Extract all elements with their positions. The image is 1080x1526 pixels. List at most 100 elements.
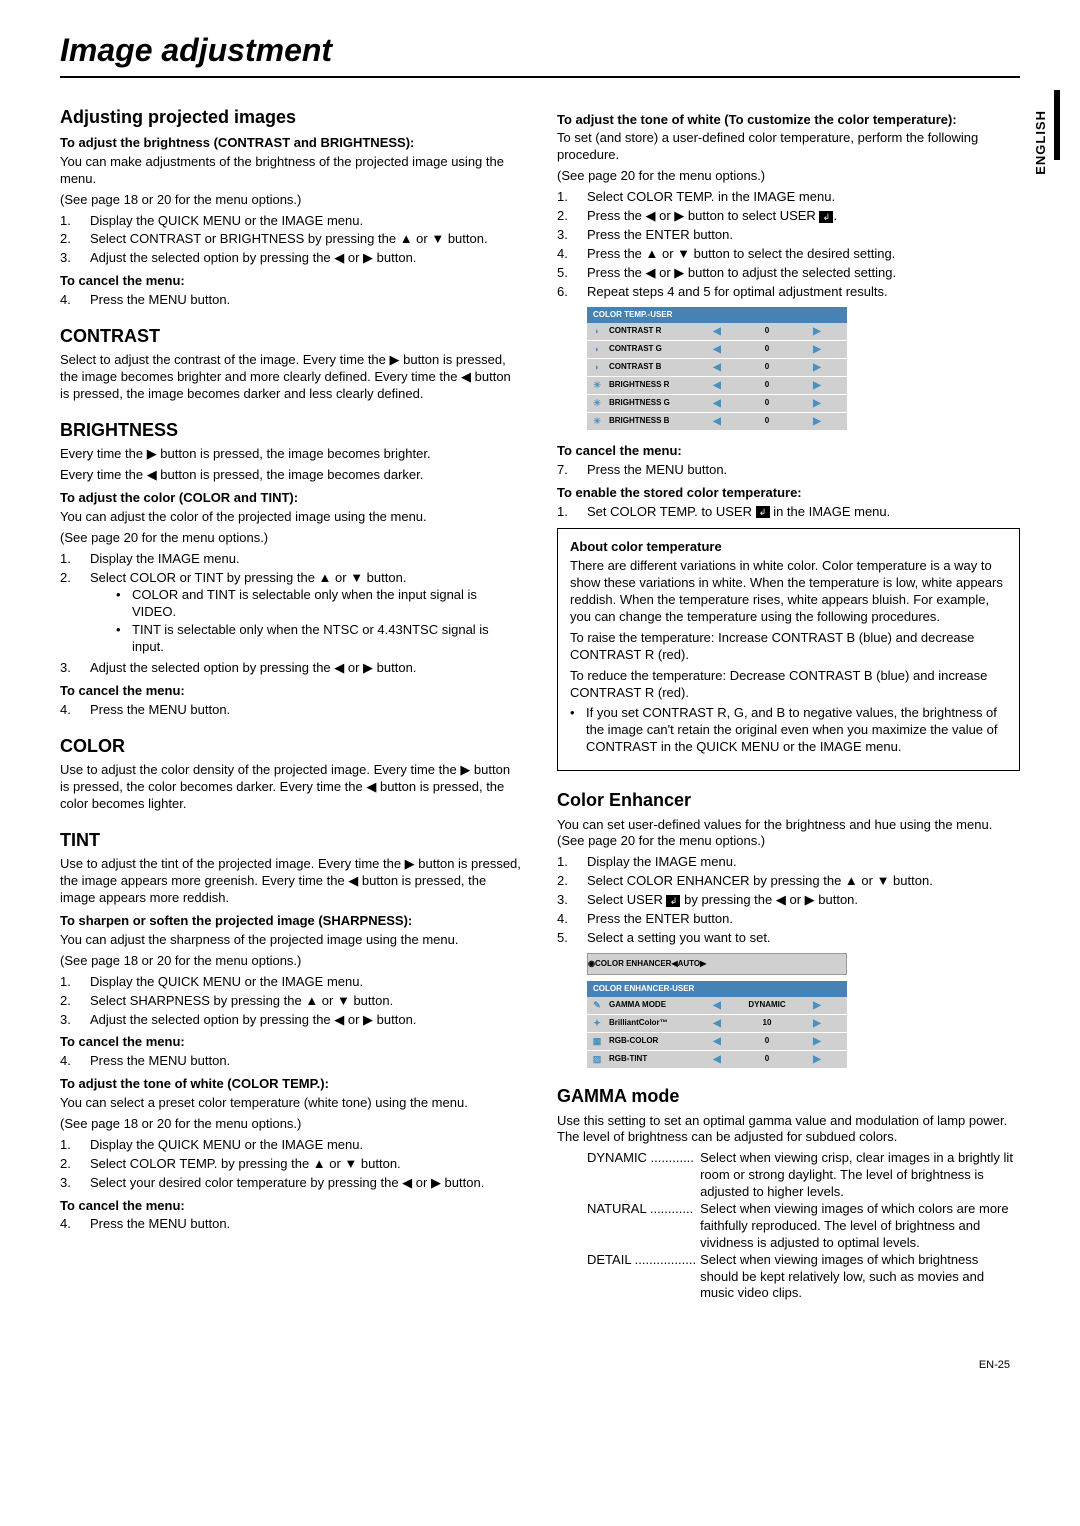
step: 3.Press the ENTER button.: [557, 227, 1020, 244]
table-row: ☀BRIGHTNESS B◀0▶: [587, 413, 847, 431]
enter-icon: ↲: [756, 506, 770, 518]
adjusting-heading: Adjusting projected images: [60, 106, 523, 129]
step: 1.Display the QUICK MENU or the IMAGE me…: [60, 974, 523, 991]
sharp-sub: To sharpen or soften the projected image…: [60, 913, 523, 930]
row-label: RGB-TINT: [607, 1054, 707, 1064]
right-arrow-icon: ▶: [700, 959, 706, 969]
row-val: DYNAMIC: [727, 1000, 807, 1010]
row-label: BRIGHTNESS R: [607, 380, 707, 390]
left-arrow-icon: ◀: [707, 1017, 727, 1030]
step: 3.Adjust the selected option by pressing…: [60, 250, 523, 267]
cancel-h: To cancel the menu:: [60, 1034, 523, 1051]
def: Select when viewing images of which brig…: [700, 1252, 1020, 1303]
step: 2.Select COLOR ENHANCER by pressing the …: [557, 873, 1020, 890]
left-arrow-icon: ◀: [707, 1053, 727, 1066]
step: 7.Press the MENU button.: [557, 462, 1020, 479]
ce-icon: ◉: [588, 959, 595, 969]
p: Every time the ◀ button is pressed, the …: [60, 467, 523, 484]
cancel-h: To cancel the menu:: [60, 273, 523, 290]
enter-icon: ↲: [666, 895, 680, 907]
table-row: ▨RGB-TINT◀0▶: [587, 1051, 847, 1069]
p: You can select a preset color temperatur…: [60, 1095, 523, 1112]
p: (See page 20 for the menu options.): [60, 530, 523, 547]
step: 4.Press the ▲ or ▼ button to select the …: [557, 246, 1020, 263]
step: 4.Press the MENU button.: [60, 702, 523, 719]
right-arrow-icon: ▶: [807, 1017, 827, 1030]
brightness-h: BRIGHTNESS: [60, 419, 523, 442]
columns: Adjusting projected images To adjust the…: [60, 106, 1020, 1319]
p: (See page 20 for the menu options.): [557, 168, 1020, 185]
right-arrow-icon: ▶: [807, 415, 827, 428]
row-label: GAMMA MODE: [607, 1000, 707, 1010]
row-label: BrilliantColor™: [607, 1018, 707, 1028]
left-arrow-icon: ◀: [707, 397, 727, 410]
left-arrow-icon: ◀: [707, 999, 727, 1012]
cancel-h: To cancel the menu:: [60, 683, 523, 700]
step: 1.Display the IMAGE menu.: [557, 854, 1020, 871]
gamma-list: DYNAMIC ............Select when viewing …: [557, 1150, 1020, 1302]
gamma-h: GAMMA mode: [557, 1085, 1020, 1108]
contrast-h: CONTRAST: [60, 325, 523, 348]
p: You can set user-defined values for the …: [557, 817, 1020, 851]
row-icon: ◗: [587, 362, 607, 374]
step: 2.Press the ◀ or ▶ button to select USER…: [557, 208, 1020, 225]
step: 3.Adjust the selected option by pressing…: [60, 1012, 523, 1029]
language-tab: ENGLISH: [1033, 110, 1050, 175]
row-icon: ◗: [587, 344, 607, 356]
step: 6.Repeat steps 4 and 5 for optimal adjus…: [557, 284, 1020, 301]
step: 2.Select CONTRAST or BRIGHTNESS by press…: [60, 231, 523, 248]
table-row: ☀BRIGHTNESS G◀0▶: [587, 395, 847, 413]
term: DETAIL .................: [557, 1252, 700, 1303]
row-icon: ▨: [587, 1054, 607, 1066]
about-h: About color temperature: [570, 539, 1007, 556]
enable-h: To enable the stored color temperature:: [557, 485, 1020, 502]
step: 3.Select USER ↲ by pressing the ◀ or ▶ b…: [557, 892, 1020, 909]
brightness-sub: To adjust the brightness (CONTRAST and B…: [60, 135, 523, 152]
ce-val: AUTO: [678, 959, 701, 969]
left-arrow-icon: ◀: [707, 325, 727, 338]
row-icon: ☀: [587, 398, 607, 410]
page-title: Image adjustment: [60, 30, 1020, 78]
right-arrow-icon: ▶: [807, 999, 827, 1012]
right-arrow-icon: ▶: [807, 1053, 827, 1066]
row-val: 0: [727, 416, 807, 426]
p: Use this setting to set an optimal gamma…: [557, 1113, 1020, 1147]
step: 4.Press the MENU button.: [60, 1216, 523, 1233]
table-header: COLOR ENHANCER-USER: [587, 981, 847, 997]
row-icon: ✎: [587, 1000, 607, 1012]
step: 1.Select COLOR TEMP. in the IMAGE menu.: [557, 189, 1020, 206]
right-arrow-icon: ▶: [807, 1035, 827, 1048]
left-arrow-icon: ◀: [707, 379, 727, 392]
bullet: If you set CONTRAST R, G, and B to negat…: [570, 705, 1007, 756]
step: 4.Press the ENTER button.: [557, 911, 1020, 928]
row-label: BRIGHTNESS B: [607, 416, 707, 426]
about-box: About color temperature There are differ…: [557, 528, 1020, 771]
step: 2.Select SHARPNESS by pressing the ▲ or …: [60, 993, 523, 1010]
right-arrow-icon: ▶: [807, 361, 827, 374]
tint-h: TINT: [60, 829, 523, 852]
step: 3.Adjust the selected option by pressing…: [60, 660, 523, 677]
def: Select when viewing images of which colo…: [700, 1201, 1020, 1252]
bullet: COLOR and TINT is selectable only when t…: [116, 587, 523, 621]
p: Select to adjust the contrast of the ima…: [60, 352, 523, 403]
p: To reduce the temperature: Decrease CONT…: [570, 668, 1007, 702]
ct-sub: To adjust the tone of white (COLOR TEMP.…: [60, 1076, 523, 1093]
table-row: ✎GAMMA MODE◀DYNAMIC▶: [587, 997, 847, 1015]
right-arrow-icon: ▶: [807, 379, 827, 392]
bullet: TINT is selectable only when the NTSC or…: [116, 622, 523, 656]
row-val: 0: [727, 362, 807, 372]
row-val: 0: [727, 344, 807, 354]
step: 2.Select COLOR TEMP. by pressing the ▲ o…: [60, 1156, 523, 1173]
p: Every time the ▶ button is pressed, the …: [60, 446, 523, 463]
ce-label: COLOR ENHANCER: [595, 960, 671, 968]
ce-row: ◉ COLOR ENHANCER ◀ AUTO ▶: [587, 953, 847, 975]
row-val: 0: [727, 1054, 807, 1064]
color-sub: To adjust the color (COLOR and TINT):: [60, 490, 523, 507]
step: 5.Select a setting you want to set.: [557, 930, 1020, 947]
left-arrow-icon: ◀: [707, 1035, 727, 1048]
row-label: CONTRAST R: [607, 326, 707, 336]
enter-icon: ↲: [819, 211, 833, 223]
step: 2.Select COLOR or TINT by pressing the ▲…: [60, 570, 523, 656]
step: 1.Display the QUICK MENU or the IMAGE me…: [60, 1137, 523, 1154]
left-arrow-icon: ◀: [707, 415, 727, 428]
